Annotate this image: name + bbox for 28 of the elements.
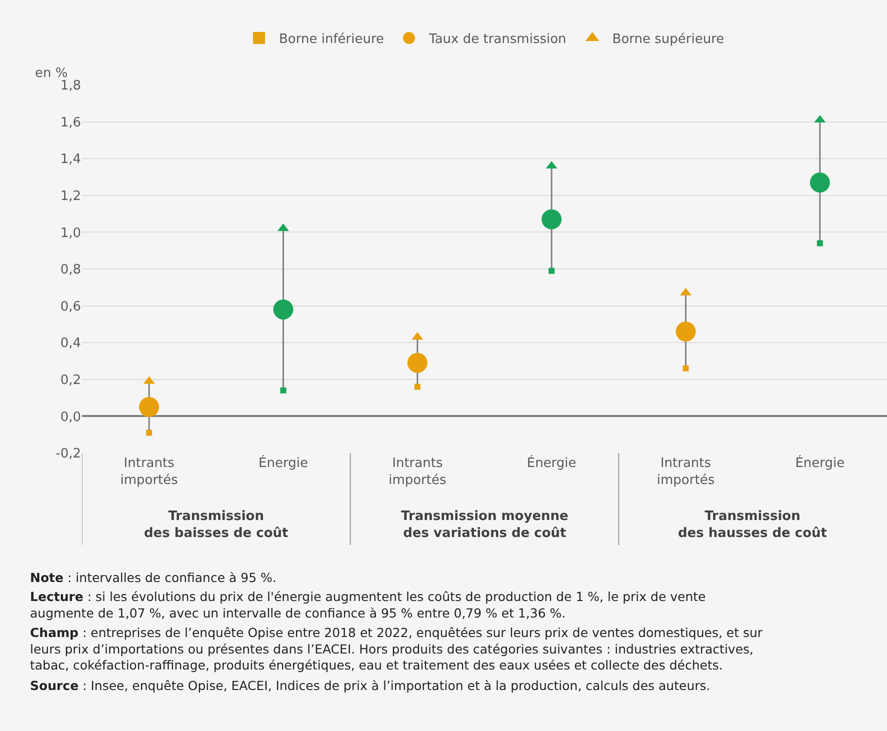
x-tick-label: Intrants importés [656,456,715,488]
y-tick-label: 0,6 [60,299,81,314]
y-tick-label: 1,6 [60,115,81,130]
y-tick-label: 1,8 [60,78,81,94]
y-tick-label: 1,4 [60,152,81,168]
x-tick-label: Énergie [258,454,308,471]
text: Transmission moyenne des variations de coût [401,509,569,541]
text: Lecture : si les évolutions du prix de l'énergie augmentent les coûts de production de 1 %, le prix de vente augmente de 1,07 %, avec un intervalle de confiance à 95 % entre 0,79 % et 1,36 %. [30,589,706,620]
y-tick-label: 1,2 [60,188,81,204]
y-tick-label: 0,2 [60,372,81,388]
y-tick-label: -0,2 [56,446,81,462]
y-tick-label: 0,8 [60,262,81,278]
y-tick-label: 1,0 [60,226,81,241]
legend-label: Taux de transmission [428,32,566,48]
source-note: Source : Insee, enquête Opise, EACEI, Indices de prix à l’importation et à la production, calculs des auteurs. [30,678,710,693]
legend-label: Borne supérieure [612,32,724,48]
legend-label: Borne inférieure [279,32,384,48]
text: Champ : entreprises de l’enquête Opise entre 2018 et 2022, enquêtées sur leurs prix de ventes domestiques, et sur leurs prix d’importations ou présentes dans l’EACEI. Hors produits des catégories suivantes : industries extractives, tabac, cokéfaction-raffinage, produits énergétiques, eau et traitement des eaux usées et collecte des déchets. [30,625,764,672]
x-tick-label: Intrants importés [120,456,178,488]
y-axis-title: en % [35,66,68,81]
text: Transmission des baisses de coût [144,509,288,541]
x-tick-label: Intrants importés [388,456,446,488]
text: Note : intervalles de confiance à 95 %. [30,570,276,585]
y-tick-label: 0,0 [60,410,81,425]
x-tick-label: Énergie [795,454,845,471]
y-tick-label: 0,4 [60,336,81,352]
x-tick-label: Énergie [526,454,576,471]
text: Transmission des hausses de coût [678,509,827,541]
